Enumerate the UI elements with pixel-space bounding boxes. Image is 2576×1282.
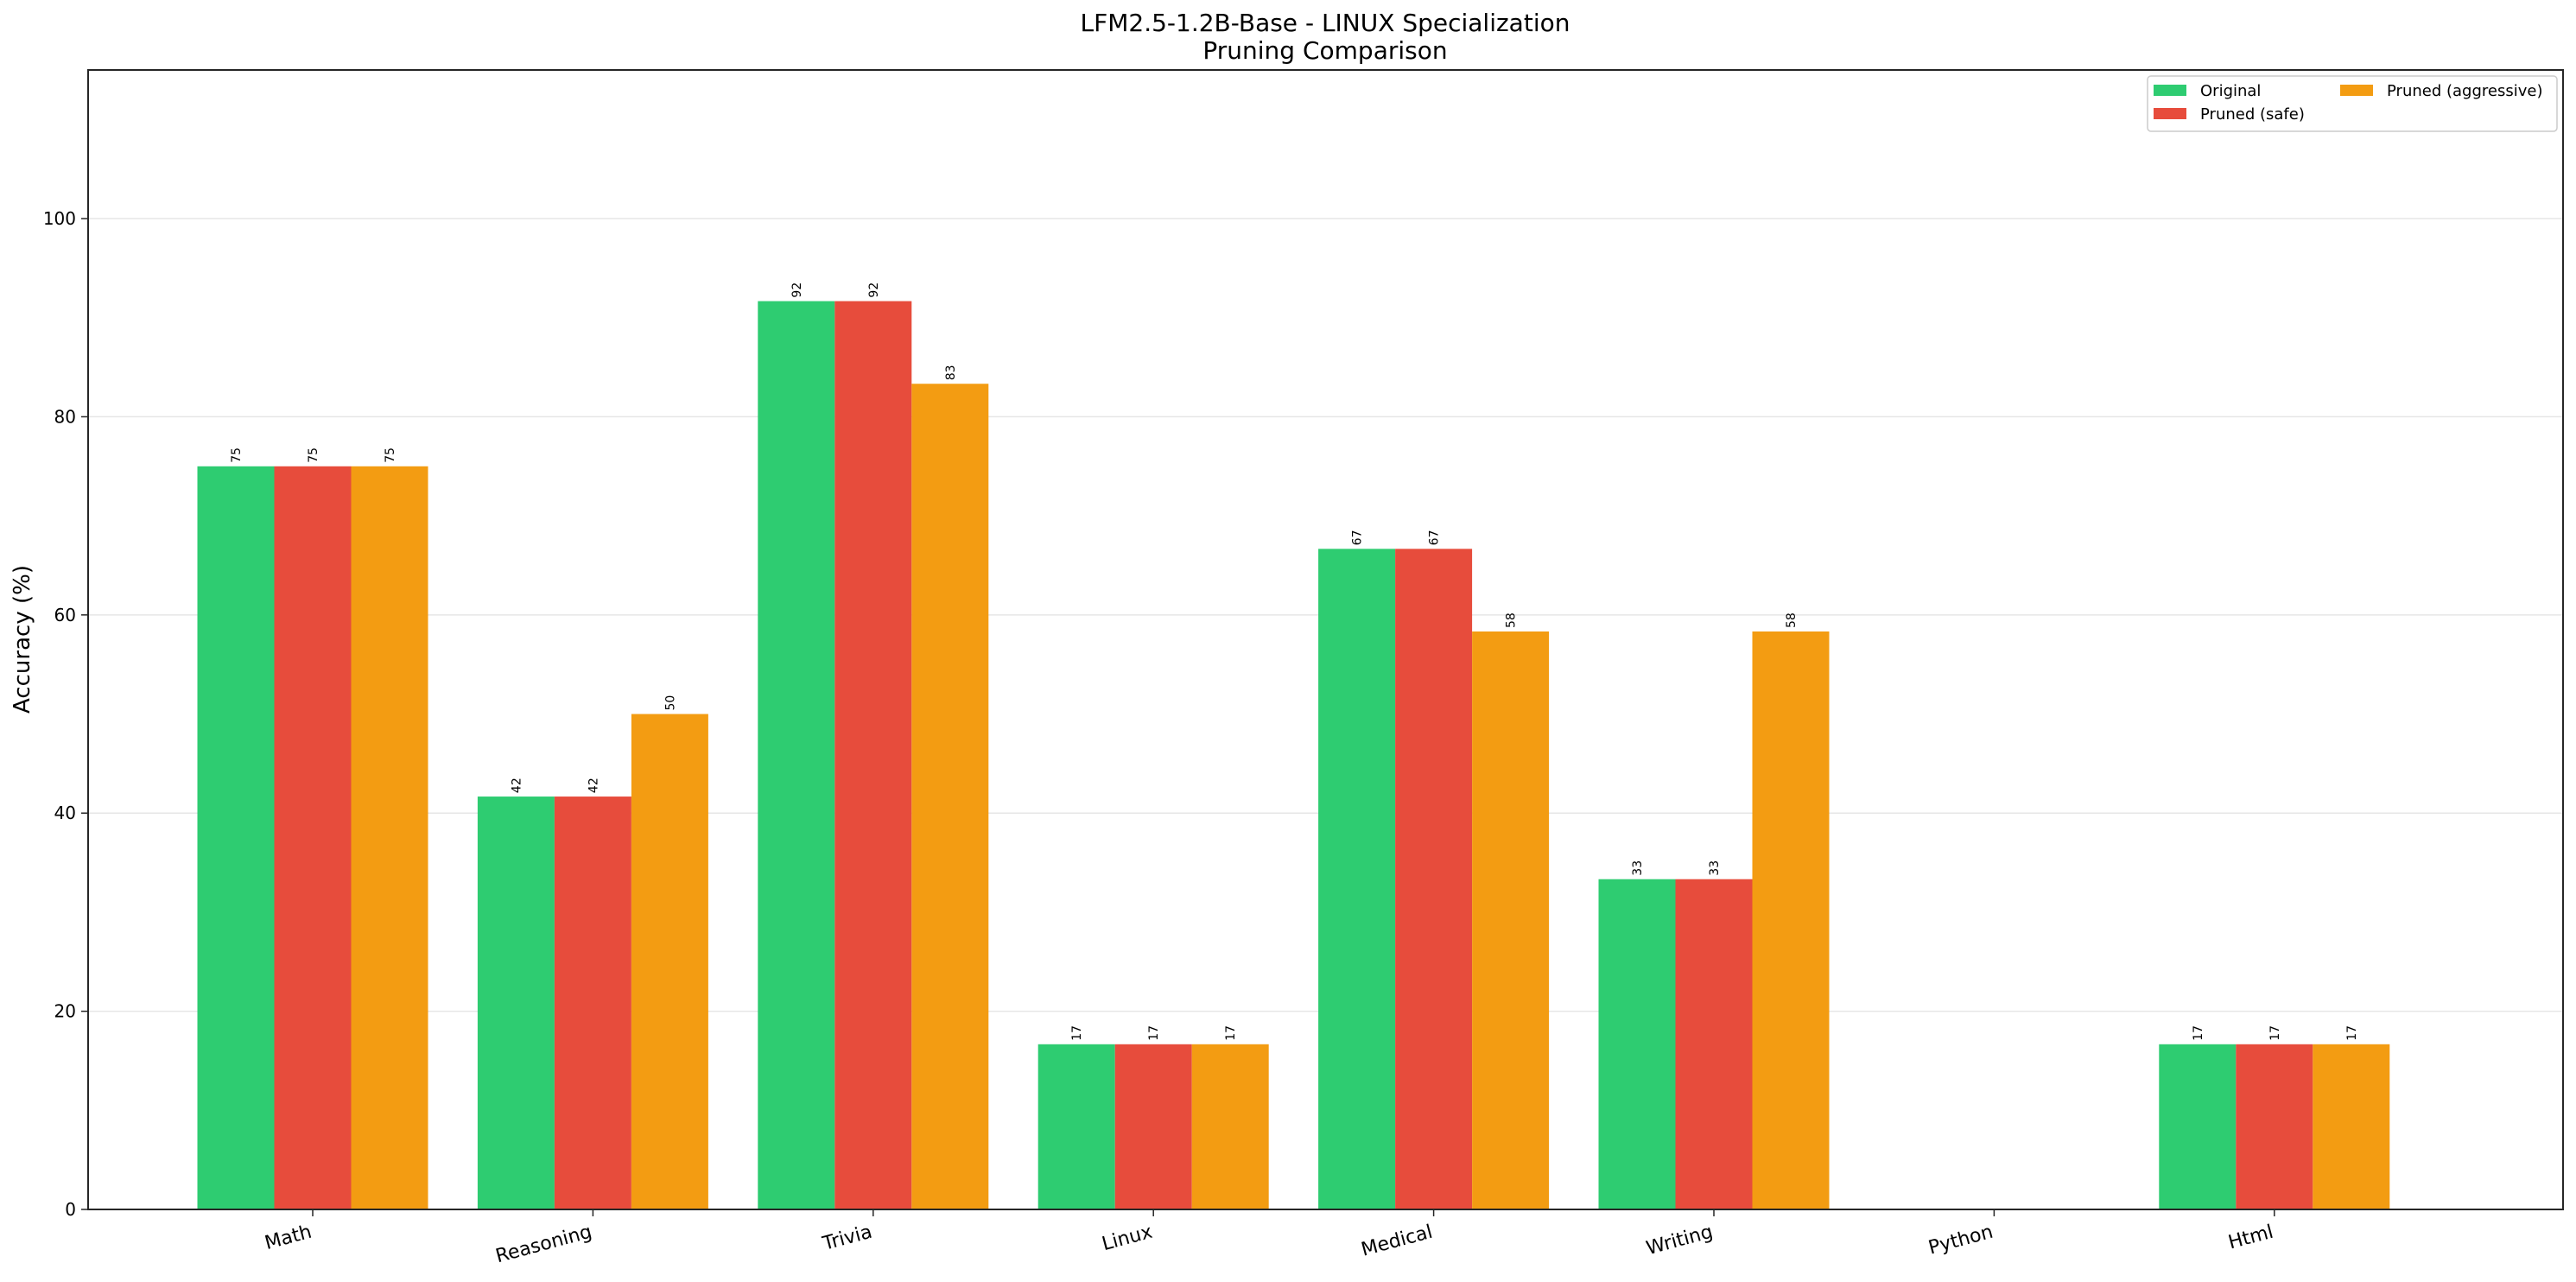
bar-html-original [2159,1044,2237,1209]
bar-value-label: 17 [1224,1025,1238,1041]
bar-value-label: 58 [1505,612,1519,628]
bar-value-label: 42 [587,777,600,793]
bar-writing-original [1598,879,1676,1209]
bar-medical-original [1318,549,1396,1209]
bar-value-label: 75 [230,447,244,463]
y-tick-label: 40 [54,803,76,823]
y-tick-label: 0 [65,1199,76,1220]
legend: Original Pruned (safe) Pruned (aggressive) [2147,75,2558,132]
x-tick-label-reasoning: Reasoning [493,1222,594,1268]
bar-reasoning-pruned-aggressive [631,714,708,1209]
legend-swatch [2154,85,2186,96]
bar-value-label: 67 [1428,530,1442,545]
bar-value-label: 17 [1070,1025,1084,1041]
bar-medical-pruned-aggressive [1472,631,1550,1209]
y-axis-label: Accuracy (%) [10,565,35,714]
legend-label: Original [2200,82,2261,100]
plot-frame [87,69,2564,1210]
bar-value-label: 42 [510,777,523,793]
y-tick-label: 100 [43,208,76,229]
x-tick-label-python: Python [1926,1222,1995,1260]
bar-math-original [197,466,275,1209]
y-axis: 0 20 40 60 80 100 [43,208,88,1220]
bar-value-labels: 75 42 92 17 67 33 17 75 42 92 17 67 33 17 75 50 83 17 58 58… [230,282,2359,1041]
bar-reasoning-pruned-safe [554,796,631,1209]
bar-reasoning-original [477,796,555,1209]
bar-linux-pruned-aggressive [1191,1044,1269,1209]
bar-value-label: 17 [2192,1025,2205,1041]
legend-box [2147,75,2558,132]
bar-html-pruned-aggressive [2313,1044,2390,1209]
y-tick-label: 20 [54,1001,76,1022]
bar-value-label: 83 [944,365,958,380]
bar-value-label: 58 [1785,612,1799,628]
x-tick-label-writing: Writing [1644,1222,1715,1260]
x-tick-label-math: Math [263,1222,314,1254]
bar-trivia-pruned-safe [834,301,912,1209]
legend-label: Pruned (aggressive) [2387,82,2542,100]
x-tick-label-trivia: Trivia [820,1222,874,1255]
bar-writing-pruned-safe [1675,879,1753,1209]
bar-math-pruned-aggressive [351,466,428,1209]
y-tick-label: 80 [54,406,76,427]
chart-title: LFM2.5-1.2B-Base - LINUX Specialization … [1081,9,1570,65]
bar-writing-pruned-aggressive [1752,631,1830,1209]
bar-value-label: 67 [1351,530,1365,545]
bar-math-pruned-safe [274,466,352,1209]
bar-linux-pruned-safe [1114,1044,1192,1209]
legend-swatch [2340,85,2373,96]
x-axis: Math Reasoning Trivia Linux Medical Writing Py… [263,1209,2275,1267]
x-tick-label-medical: Medical [1359,1222,1435,1261]
bar-trivia-original [758,301,835,1209]
bar-value-label: 75 [384,447,397,463]
bar-value-label: 92 [790,282,804,298]
bar-value-label: 33 [1708,860,1722,876]
chart-title-line1: LFM2.5-1.2B-Base - LINUX Specialization [1081,9,1570,37]
y-tick-label: 60 [54,605,76,625]
legend-swatch [2154,108,2186,119]
bar-value-label: 92 [867,282,881,298]
bar-medical-pruned-safe [1395,549,1473,1209]
bar-linux-original [1037,1044,1115,1209]
bar-html-pruned-safe [2236,1044,2313,1209]
bars [197,301,2390,1210]
bar-value-label: 17 [2345,1025,2359,1041]
bar-trivia-pruned-aggressive [911,384,989,1210]
bar-value-label: 50 [663,695,677,711]
bar-value-label: 17 [2268,1025,2282,1041]
chart-title-line2: Pruning Comparison [1202,36,1447,65]
legend-label: Pruned (safe) [2200,105,2305,124]
bar-value-label: 17 [1147,1025,1161,1041]
x-tick-label-linux: Linux [1100,1222,1155,1255]
bar-value-label: 75 [307,447,320,463]
bar-value-label: 33 [1631,860,1645,876]
x-tick-label-html: Html [2226,1222,2275,1254]
